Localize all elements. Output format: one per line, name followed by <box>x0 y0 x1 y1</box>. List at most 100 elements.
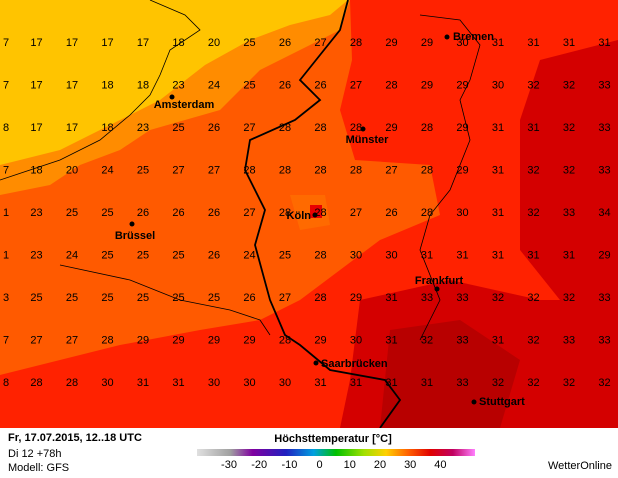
grid-temperature: 30 <box>101 377 113 389</box>
grid-temperature: 31 <box>456 249 468 261</box>
grid-temperature: 28 <box>421 164 433 176</box>
grid-temperature: 32 <box>563 164 575 176</box>
grid-temperature: 33 <box>563 207 575 219</box>
grid-temperature: 32 <box>527 292 539 304</box>
city-label: Saarbrücken <box>321 358 388 370</box>
city-label: Frankfurt <box>415 275 464 287</box>
grid-temperature: 31 <box>314 377 326 389</box>
grid-temperature: 25 <box>137 164 149 176</box>
grid-temperature: 1 <box>3 249 9 261</box>
grid-temperature: 32 <box>492 377 504 389</box>
grid-temperature: 20 <box>208 37 220 49</box>
grid-temperature: 33 <box>598 122 610 134</box>
grid-temperature: 23 <box>137 122 149 134</box>
grid-temperature: 33 <box>598 334 610 346</box>
grid-temperature: 23 <box>30 207 42 219</box>
grid-temperature: 25 <box>101 249 113 261</box>
grid-temperature: 20 <box>66 164 78 176</box>
city-dot <box>444 34 450 40</box>
grid-temperature: 33 <box>421 292 433 304</box>
grid-temperature: 30 <box>350 249 362 261</box>
grid-temperature: 32 <box>598 377 610 389</box>
grid-temperature: 27 <box>66 334 78 346</box>
grid-temperature: 30 <box>385 249 397 261</box>
grid-temperature: 27 <box>279 292 291 304</box>
grid-temperature: 34 <box>598 207 610 219</box>
grid-temperature: 18 <box>101 122 113 134</box>
borders <box>0 0 481 429</box>
grid-temperature: 31 <box>385 292 397 304</box>
grid-temperature: 31 <box>527 37 539 49</box>
city-label: Bremen <box>453 31 494 43</box>
grid-temperature: 25 <box>137 249 149 261</box>
grid-temperature: 31 <box>527 122 539 134</box>
city-dot <box>471 399 477 405</box>
grid-temperature: 27 <box>350 207 362 219</box>
grid-temperature: 31 <box>492 249 504 261</box>
grid-temperature: 29 <box>243 334 255 346</box>
grid-temperature: 7 <box>3 79 9 91</box>
grid-temperature: 28 <box>421 207 433 219</box>
grid-temperature: 32 <box>563 79 575 91</box>
color-scale <box>197 449 475 456</box>
grid-temperature: 29 <box>385 122 397 134</box>
grid-temperature: 28 <box>314 249 326 261</box>
grid-temperature: 25 <box>172 249 184 261</box>
grid-temperature: 31 <box>492 334 504 346</box>
grid-temperature: 24 <box>243 249 255 261</box>
grid-temperature: 7 <box>3 164 9 176</box>
grid-temperature: 28 <box>279 122 291 134</box>
grid-temperature: 29 <box>172 334 184 346</box>
grid-temperature: 25 <box>30 292 42 304</box>
scale-tick-label: 10 <box>344 459 356 471</box>
grid-temperature: 25 <box>101 207 113 219</box>
grid-temperature: 26 <box>208 249 220 261</box>
grid-temperature: 25 <box>243 79 255 91</box>
grid-temperature: 25 <box>66 292 78 304</box>
grid-temperature: 32 <box>421 334 433 346</box>
grid-temperature: 28 <box>421 122 433 134</box>
grid-temperature: 24 <box>101 164 113 176</box>
grid-temperature: 26 <box>208 207 220 219</box>
grid-temperature: 23 <box>172 79 184 91</box>
grid-temperature: 8 <box>3 377 9 389</box>
grid-temperature: 32 <box>563 292 575 304</box>
grid-temperature: 28 <box>350 164 362 176</box>
grid-temperature: 32 <box>527 377 539 389</box>
grid-temperature: 18 <box>101 79 113 91</box>
city-dot <box>313 360 319 366</box>
grid-temperature: 31 <box>492 207 504 219</box>
grid-temperature: 28 <box>314 207 326 219</box>
grid-temperature: 29 <box>314 334 326 346</box>
grid-temperature: 31 <box>137 377 149 389</box>
grid-temperature: 31 <box>527 249 539 261</box>
grid-temperature: 28 <box>279 334 291 346</box>
grid-temperature: 32 <box>492 292 504 304</box>
grid-temperature: 33 <box>563 334 575 346</box>
grid-temperature: 26 <box>279 37 291 49</box>
grid-temperature: 31 <box>350 377 362 389</box>
grid-temperature: 28 <box>350 122 362 134</box>
grid-temperature: 27 <box>314 37 326 49</box>
grid-temperature: 31 <box>385 377 397 389</box>
grid-temperature: 26 <box>385 207 397 219</box>
forecast-date: Fr, 17.07.2015, 12..18 UTC <box>8 432 142 444</box>
cities: Bremen Amsterdam Münster Brüssel Köln Frankfu… <box>115 31 525 408</box>
grid-temperature: 29 <box>456 122 468 134</box>
grid-temperature: 17 <box>30 37 42 49</box>
grid-temperature: 31 <box>492 37 504 49</box>
grid-temperature: 29 <box>456 164 468 176</box>
grid-temperature: 30 <box>350 334 362 346</box>
grid-temperature: 30 <box>492 79 504 91</box>
city-label: Brüssel <box>115 230 155 242</box>
grid-temperature: 29 <box>208 334 220 346</box>
grid-temperature: 26 <box>137 207 149 219</box>
grid-temperature: 27 <box>30 334 42 346</box>
grid-temperature: 17 <box>137 37 149 49</box>
grid-temperature: 25 <box>243 37 255 49</box>
grid-temperature: 27 <box>172 164 184 176</box>
grid-temperature: 30 <box>456 207 468 219</box>
grid-temperature: 25 <box>66 207 78 219</box>
grid-temperature: 28 <box>101 334 113 346</box>
grid-temperature: 25 <box>101 292 113 304</box>
